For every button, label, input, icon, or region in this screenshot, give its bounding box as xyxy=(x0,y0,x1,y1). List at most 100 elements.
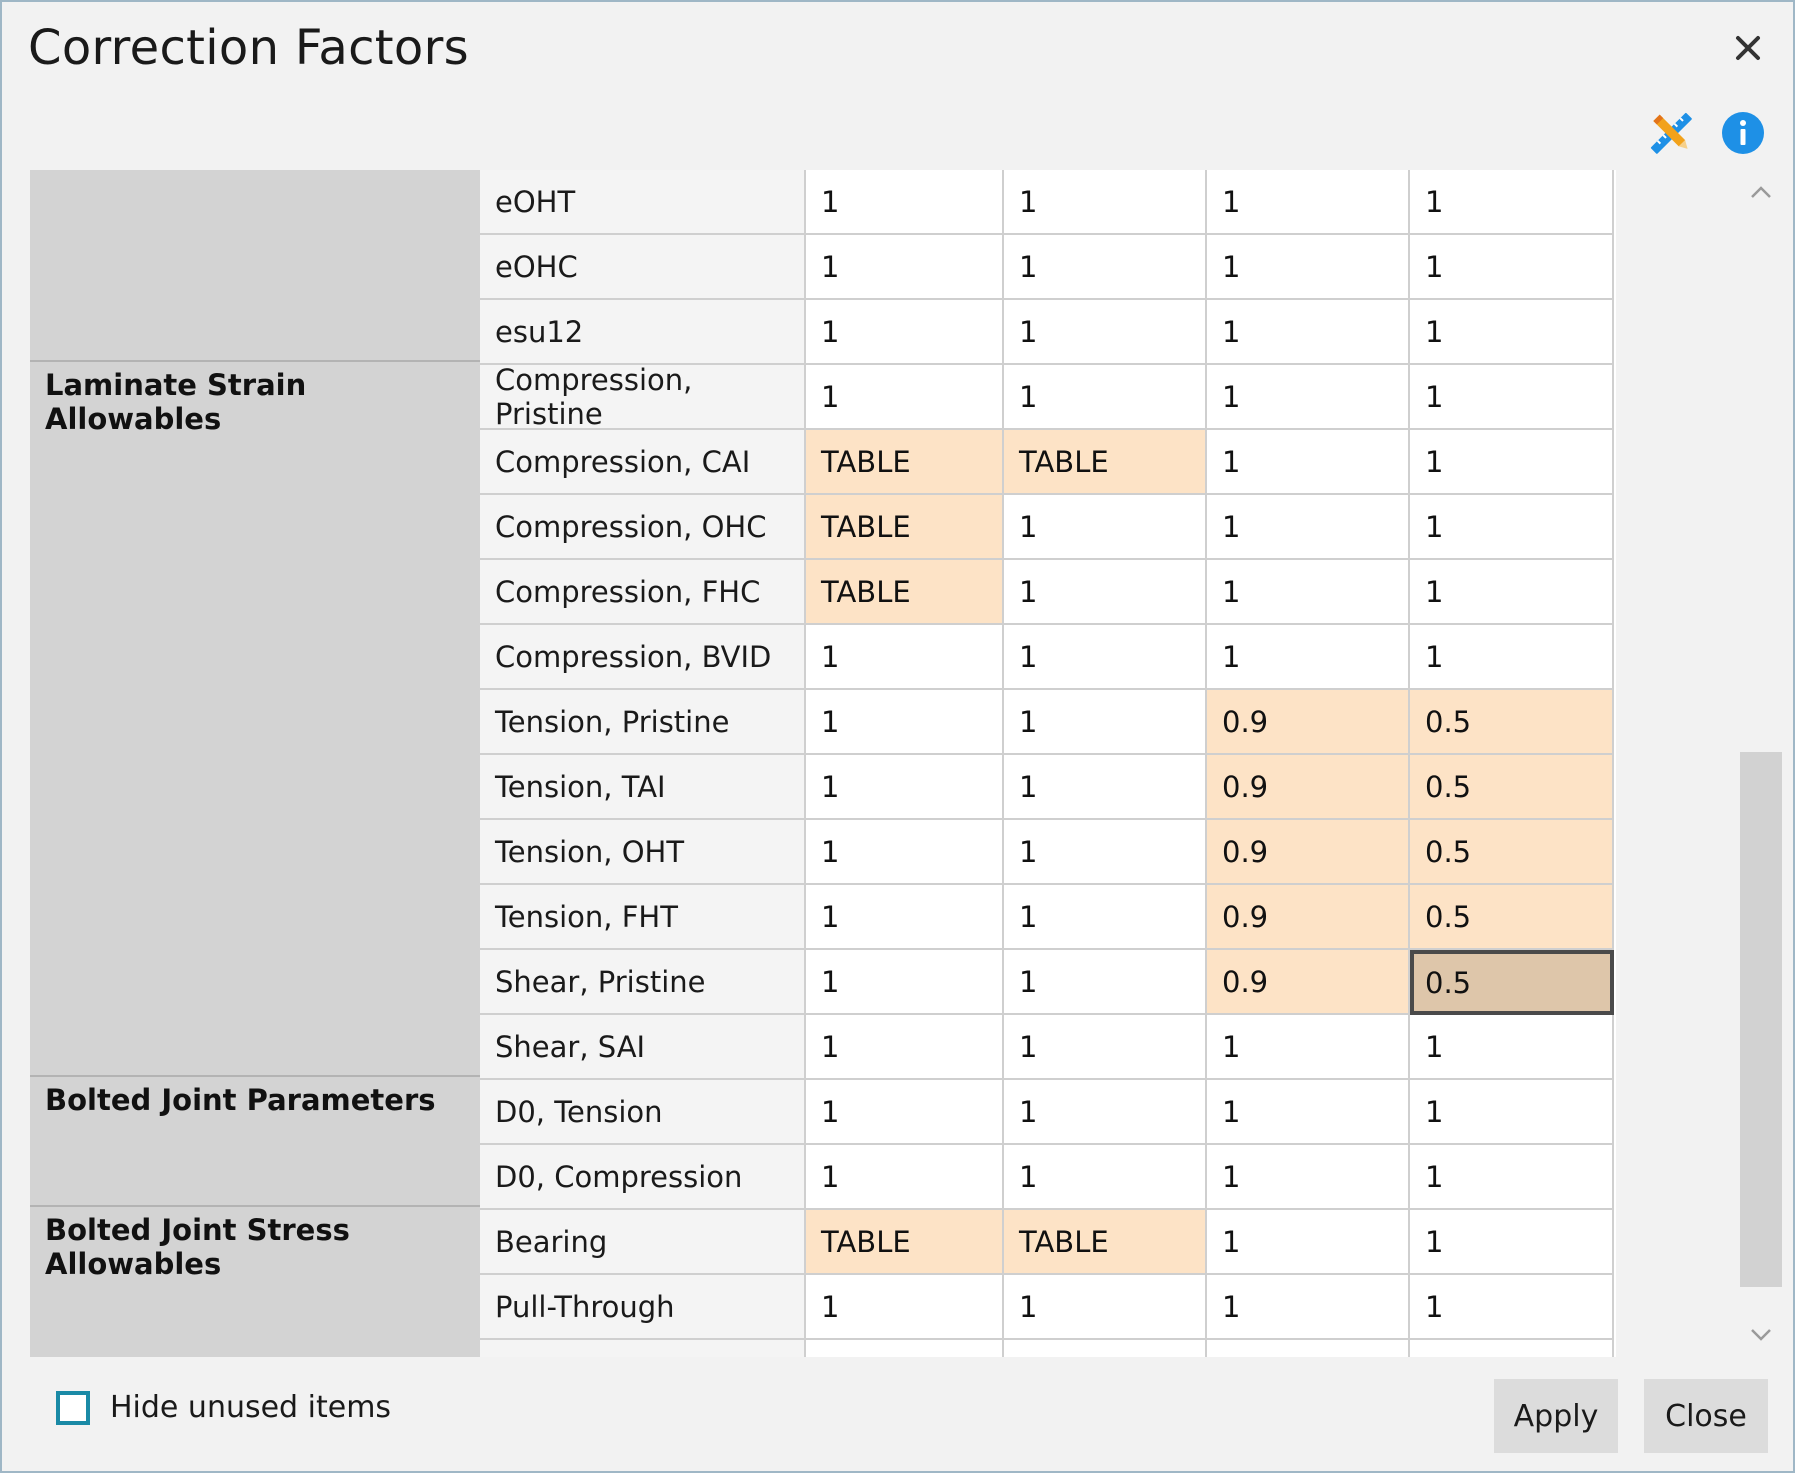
value-cell[interactable]: TABLE xyxy=(1004,430,1207,495)
value-cell[interactable]: 1 xyxy=(1004,1275,1207,1340)
value-cell[interactable]: 1 xyxy=(1410,1145,1614,1210)
value-cell[interactable]: 1 xyxy=(806,1015,1004,1080)
close-icon[interactable] xyxy=(1728,28,1768,68)
value-cell[interactable]: 1 xyxy=(1207,235,1410,300)
value-cell[interactable]: 1 xyxy=(1004,170,1207,235)
value-cell[interactable]: 1 xyxy=(806,820,1004,885)
value-cell[interactable]: 1 xyxy=(1207,365,1410,430)
value-cell[interactable]: 1 xyxy=(1004,560,1207,625)
row-name: Bearing xyxy=(480,1210,806,1275)
value-cell[interactable]: 1 xyxy=(1004,885,1207,950)
value-cell[interactable]: 1 xyxy=(1207,495,1410,560)
value-cell[interactable]: 1 xyxy=(1410,300,1614,365)
value-cell[interactable]: 1 xyxy=(806,235,1004,300)
value-cell[interactable]: 1 xyxy=(1410,1080,1614,1145)
value-cell[interactable]: 1 xyxy=(1004,300,1207,365)
value-cell[interactable]: 1 xyxy=(1410,430,1614,495)
value-cell[interactable]: 1 xyxy=(1207,1080,1410,1145)
value-cell[interactable]: 1 xyxy=(1004,625,1207,690)
vertical-scrollbar[interactable] xyxy=(1738,170,1784,1357)
table-row: Pull-Through 1 1 1 1 xyxy=(480,1275,1616,1340)
value-cell[interactable]: 1 xyxy=(1207,1210,1410,1275)
group-bolted-joint-parameters: Bolted Joint Parameters xyxy=(30,1075,480,1205)
row-name: D0, Tension xyxy=(480,1080,806,1145)
value-cell[interactable]: 1 xyxy=(806,950,1004,1015)
value-cell[interactable] xyxy=(1004,1340,1207,1357)
value-cell[interactable]: 1 xyxy=(806,755,1004,820)
chevron-up-icon[interactable] xyxy=(1738,170,1784,214)
value-cell[interactable]: 1 xyxy=(1410,170,1614,235)
value-cell[interactable]: 0.9 xyxy=(1207,755,1410,820)
scrollbar-thumb[interactable] xyxy=(1740,752,1782,1287)
value-cell[interactable]: 0.5 xyxy=(1410,885,1614,950)
row-name: Shear, SAI xyxy=(480,1015,806,1080)
value-cell[interactable] xyxy=(1207,1340,1410,1357)
value-cell[interactable]: 1 xyxy=(1004,235,1207,300)
value-cell[interactable]: 1 xyxy=(1004,690,1207,755)
value-cell[interactable]: 1 xyxy=(1207,1015,1410,1080)
value-cell[interactable]: 1 xyxy=(806,1080,1004,1145)
value-cell[interactable]: 1 xyxy=(1410,625,1614,690)
apply-button[interactable]: Apply xyxy=(1494,1379,1618,1453)
value-cell[interactable]: 1 xyxy=(806,170,1004,235)
row-name: Pull-Through xyxy=(480,1275,806,1340)
info-icon[interactable] xyxy=(1720,110,1766,156)
row-name xyxy=(480,1340,806,1357)
value-cell[interactable]: 1 xyxy=(1207,300,1410,365)
value-cell[interactable]: 1 xyxy=(1004,365,1207,430)
value-cell[interactable]: 1 xyxy=(1410,1015,1614,1080)
value-cell[interactable]: 0.5 xyxy=(1410,690,1614,755)
value-cell[interactable]: 1 xyxy=(1004,1015,1207,1080)
hide-unused-label[interactable]: Hide unused items xyxy=(110,1390,392,1425)
value-cell[interactable]: 1 xyxy=(806,885,1004,950)
value-cell[interactable]: 1 xyxy=(1207,1145,1410,1210)
table-row: eOHC 1 1 1 1 xyxy=(480,235,1616,300)
value-cell[interactable]: 0.9 xyxy=(1207,820,1410,885)
value-cell[interactable] xyxy=(1410,1340,1614,1357)
value-cell[interactable]: 0.9 xyxy=(1207,885,1410,950)
value-cell[interactable]: 1 xyxy=(806,300,1004,365)
value-cell[interactable]: 1 xyxy=(806,1145,1004,1210)
value-cell[interactable]: 1 xyxy=(1004,950,1207,1015)
value-cell[interactable]: 1 xyxy=(1410,1275,1614,1340)
value-cell[interactable]: 1 xyxy=(1410,560,1614,625)
value-cell[interactable]: 1 xyxy=(1207,430,1410,495)
value-cell[interactable]: 1 xyxy=(1410,365,1614,430)
value-cell[interactable]: TABLE xyxy=(806,560,1004,625)
pencil-ruler-icon[interactable] xyxy=(1648,110,1694,156)
value-cell[interactable]: 1 xyxy=(1004,820,1207,885)
row-name: Tension, OHT xyxy=(480,820,806,885)
table-row: Shear, Pristine 1 1 0.9 0.5 xyxy=(480,950,1616,1015)
value-cell[interactable] xyxy=(806,1340,1004,1357)
value-cell[interactable]: 1 xyxy=(806,365,1004,430)
value-cell[interactable]: 1 xyxy=(1004,755,1207,820)
value-cell[interactable]: 1 xyxy=(806,1275,1004,1340)
value-cell[interactable]: 0.5 xyxy=(1410,820,1614,885)
close-button[interactable]: Close xyxy=(1644,1379,1768,1453)
value-cell[interactable]: 1 xyxy=(1207,625,1410,690)
value-cell[interactable]: 1 xyxy=(1410,1210,1614,1275)
selected-value-cell[interactable]: 0.5 xyxy=(1410,950,1614,1015)
group-bolted-joint-stress-allowables: Bolted Joint Stress Allowables xyxy=(30,1205,480,1357)
value-cell[interactable]: TABLE xyxy=(1004,1210,1207,1275)
value-cell[interactable]: 1 xyxy=(806,625,1004,690)
value-cell[interactable]: TABLE xyxy=(806,495,1004,560)
value-cell[interactable]: 1 xyxy=(1207,1275,1410,1340)
value-cell[interactable]: 1 xyxy=(806,690,1004,755)
correction-factors-grid: Laminate Strain Allowables Bolted Joint … xyxy=(30,170,1616,1357)
value-cell[interactable]: 1 xyxy=(1004,1080,1207,1145)
value-cell[interactable]: 1 xyxy=(1004,495,1207,560)
value-cell[interactable]: 1 xyxy=(1410,235,1614,300)
hide-unused-checkbox[interactable] xyxy=(56,1391,90,1425)
value-cell[interactable]: 0.9 xyxy=(1207,950,1410,1015)
chevron-down-icon[interactable] xyxy=(1738,1313,1784,1357)
value-cell[interactable]: TABLE xyxy=(806,430,1004,495)
value-cell[interactable]: 0.5 xyxy=(1410,755,1614,820)
value-cell[interactable]: 1 xyxy=(1207,560,1410,625)
value-cell[interactable]: 0.9 xyxy=(1207,690,1410,755)
value-cell[interactable]: 1 xyxy=(1410,495,1614,560)
value-cell[interactable]: 1 xyxy=(1004,1145,1207,1210)
value-cell[interactable]: 1 xyxy=(1207,170,1410,235)
row-name: D0, Compression xyxy=(480,1145,806,1210)
value-cell[interactable]: TABLE xyxy=(806,1210,1004,1275)
